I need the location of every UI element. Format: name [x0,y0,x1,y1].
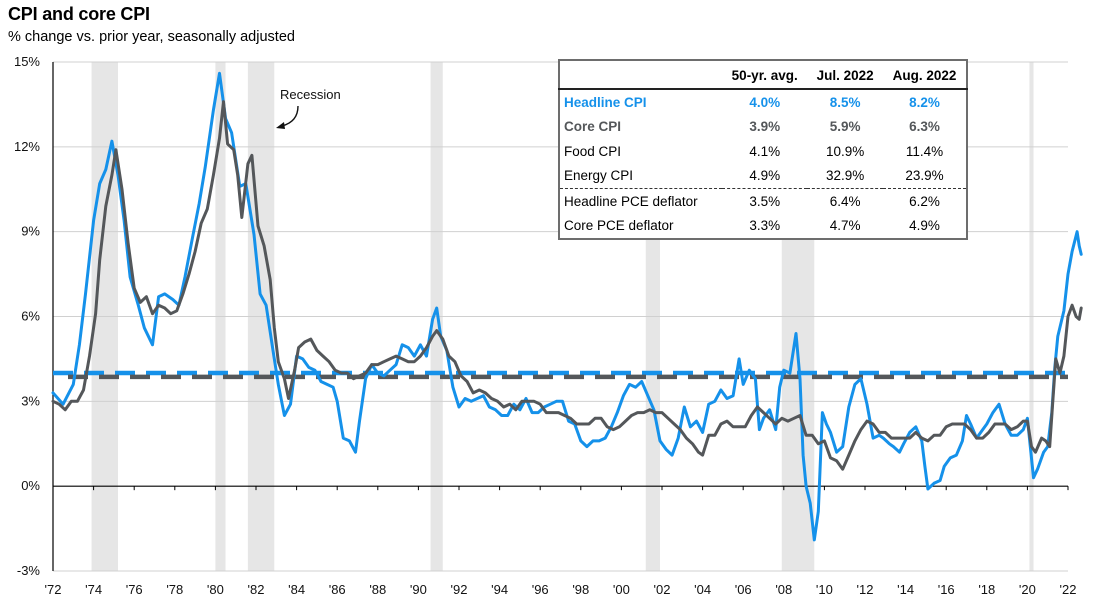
inflation-summary-table: 50-yr. avg. Jul. 2022 Aug. 2022 Headline… [558,59,968,240]
x-tick-label: '10 [816,582,833,597]
x-tick-label: '04 [694,582,711,597]
y-tick-label: 15% [14,54,40,69]
core-cpi-line [51,100,1083,471]
tick-labels: -3% 0% 3% 6% 9% 12% 15% '72 '74 '76 '78 '80 '82 '84 '8… [14,54,1077,597]
table-header-jul: Jul. 2022 [807,60,883,90]
x-tick-label: '12 [857,582,874,597]
axes [52,62,1069,571]
series-lines [51,71,1083,542]
x-tick-label: '22 [1060,582,1077,597]
x-tick-label: '86 [329,582,346,597]
row-label: Core CPI [564,119,622,135]
y-tick-label: 3% [21,393,40,408]
table-header-row: 50-yr. avg. Jul. 2022 Aug. 2022 [559,60,967,90]
table-header-aug: Aug. 2022 [882,60,967,90]
recession-annotation: Recession [276,87,341,129]
chart-title: CPI and core CPI [8,4,150,24]
x-tick-label: '88 [369,582,386,597]
x-tick-label: '94 [491,582,508,597]
row-avg: 3.5% [749,193,781,209]
table-row-core-cpi: Core CPI 3.9% 5.9% 6.3% [559,115,967,140]
arrow-head-icon [276,122,285,129]
table-row-energy-cpi: Energy CPI 4.9% 32.9% 23.9% [559,163,967,189]
row-avg: 4.9% [722,163,808,189]
table-row-core-pce: Core PCE deflator 3.3% 4.7% 4.9% [559,214,967,240]
row-jul: 4.7% [829,218,861,234]
x-tick-label: '20 [1019,582,1036,597]
row-aug: 11.4% [905,143,944,159]
x-tick-label: '74 [85,582,102,597]
recession-arrow-icon [281,105,299,127]
x-tick-label: '98 [572,582,589,597]
x-tick-label: '90 [410,582,427,597]
row-label: Energy CPI [559,163,722,189]
row-avg: 4.0% [749,94,781,110]
table-row-headline-pce: Headline PCE deflator 3.5% 6.4% 6.2% [559,189,967,214]
x-tick-label: '16 [938,582,955,597]
row-aug: 6.3% [909,119,940,135]
row-jul: 8.5% [829,94,861,110]
x-tick-label: '80 [207,582,224,597]
row-jul: 6.4% [829,193,861,209]
row-label: Core PCE deflator [564,218,674,234]
row-aug: 23.9% [882,163,967,189]
y-tick-label: -3% [17,563,41,578]
x-tick-label: '84 [288,582,305,597]
row-jul: 32.9% [807,163,883,189]
row-avg: 3.3% [749,218,781,234]
row-aug: 8.2% [909,94,940,110]
x-tick-label: '96 [532,582,549,597]
row-label: Headline PCE deflator [564,193,698,209]
row-label: Headline CPI [564,94,647,110]
x-tick-label: '00 [613,582,630,597]
x-tick-label: '72 [45,582,62,597]
x-tick-label: '02 [654,582,671,597]
x-tick-label: '18 [978,582,995,597]
average-lines [53,370,1068,380]
row-jul: 10.9% [826,143,865,159]
table-row-headline-cpi: Headline CPI 4.0% 8.5% 8.2% [559,89,967,115]
x-tick-label: '06 [735,582,752,597]
y-tick-label: 12% [14,139,40,154]
x-tick-label: '78 [166,582,183,597]
row-aug: 4.9% [909,218,940,234]
table-row-food-cpi: Food CPI 4.1% 10.9% 11.4% [559,139,967,164]
y-tick-label: 9% [21,224,40,239]
x-tick-label: '76 [126,582,143,597]
headline-cpi-line [51,71,1083,542]
row-aug: 6.2% [909,193,940,209]
recession-label: Recession [280,87,341,102]
table-header-avg: 50-yr. avg. [722,60,808,90]
y-tick-label: 6% [21,309,40,324]
row-avg: 4.1% [749,143,781,159]
x-tick-label: '14 [897,582,914,597]
chart-subtitle: % change vs. prior year, seasonally adju… [8,29,295,45]
row-label: Food CPI [564,143,622,159]
x-tick-label: '92 [451,582,468,597]
x-tick-label: '08 [775,582,792,597]
row-jul: 5.9% [829,119,861,135]
x-tick-label: '82 [248,582,265,597]
table-header-blank [559,60,722,90]
y-tick-label: 0% [21,478,40,493]
row-avg: 3.9% [749,119,781,135]
